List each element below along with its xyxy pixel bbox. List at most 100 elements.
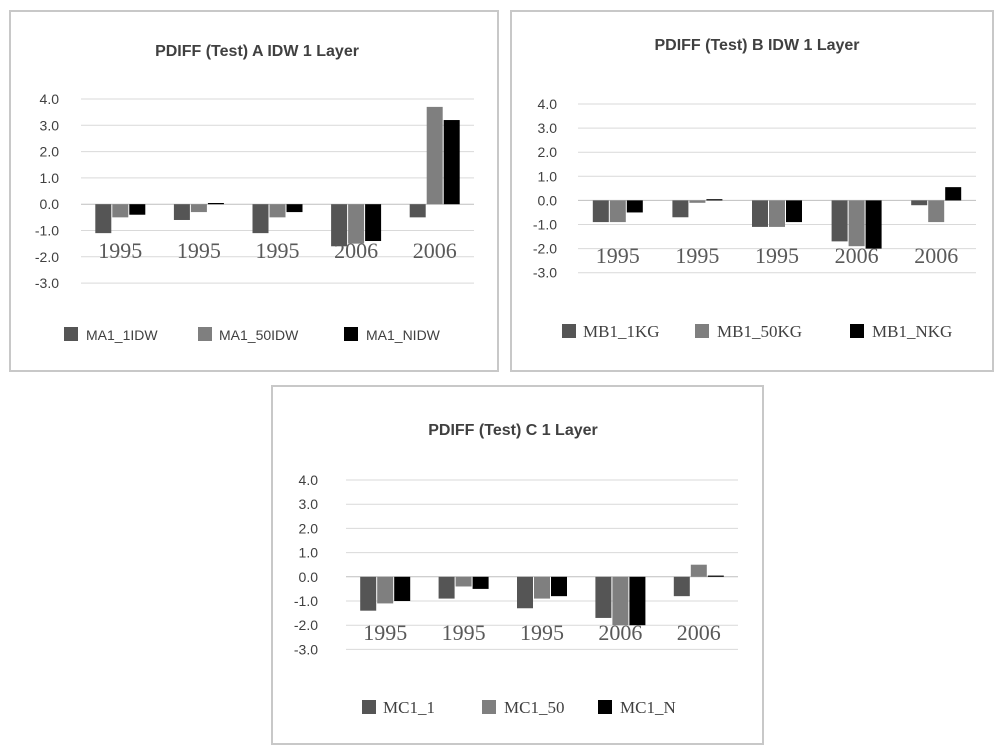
chart-c-bar [394, 576, 411, 601]
chart-c-bar [707, 575, 724, 577]
chart-b-bar [928, 200, 945, 223]
chart-a-x-tick: 1995 [98, 238, 142, 263]
chart-a-y-tick: -2.0 [35, 249, 59, 265]
chart-a-y-tick: 0.0 [40, 196, 60, 212]
chart-b-legend-label: MB1_1KG [583, 322, 660, 341]
chart-a-x-tick: 2006 [334, 238, 378, 263]
chart-b-y-tick: 3.0 [538, 120, 558, 136]
chart-c-bar [472, 576, 489, 589]
chart-a-x-tick: 2006 [413, 238, 457, 263]
chart-a-bar [173, 204, 190, 220]
chart-c-legend-label: MC1_1 [383, 698, 435, 717]
chart-b-bar [706, 199, 723, 201]
chart-c-y-tick: -3.0 [294, 641, 318, 657]
chart-a-y-tick: 2.0 [40, 144, 60, 160]
chart-a-y-tick: -1.0 [35, 223, 59, 239]
chart-c-legend-swatch [362, 700, 376, 714]
chart-b-bar [831, 200, 848, 242]
chart-b-bar [592, 200, 609, 223]
chart-b-bar [689, 200, 706, 203]
chart-b-legend-swatch [850, 324, 864, 338]
chart-c-bar [438, 576, 455, 599]
chart-b-bar [769, 200, 785, 227]
chart-c-y-tick: -2.0 [294, 617, 318, 633]
chart-b-y-tick: 1.0 [538, 168, 558, 184]
chart-c-x-tick: 2006 [677, 620, 721, 645]
chart-b-x-tick: 1995 [596, 243, 640, 268]
chart-b-y-tick: 0.0 [538, 192, 558, 208]
chart-c-legend-swatch [482, 700, 496, 714]
chart-c-legend-label: MC1_50 [504, 698, 564, 717]
chart-b-bar [752, 200, 768, 227]
chart-a-svg: PDIFF (Test) A IDW 1 Layer 4.0 3.0 2.0 1.0 0.… [35, 43, 474, 343]
chart-c-svg: PDIFF (Test) C 1 Layer 4.0 3.0 2.0 1.0 0.0 -1.… [294, 422, 738, 717]
chart-c-x-tick: 1995 [520, 620, 564, 645]
chart-c-legend-label: MC1_N [620, 698, 676, 717]
chart-b-bar [626, 200, 643, 213]
chart-c-x-tick: 2006 [598, 620, 642, 645]
chart-b-title: PDIFF (Test) B IDW 1 Layer [654, 37, 859, 54]
chart-c-x-tick: 1995 [442, 620, 486, 645]
chart-c-bar [517, 576, 533, 609]
chart-a-x-tick: 1995 [177, 238, 221, 263]
chart-c-bar [534, 576, 550, 599]
chart-b-x-tick: 2006 [835, 243, 879, 268]
chart-c-y-tick: 3.0 [299, 496, 319, 512]
chart-b-x-tick: 1995 [675, 243, 719, 268]
chart-a-bar [269, 204, 286, 218]
chart-a-legend-label: MA1_NIDW [366, 327, 441, 343]
chart-a-legend-swatch [198, 327, 212, 341]
chart-b-legend-swatch [695, 324, 709, 338]
chart-b-legend-label: MB1_NKG [872, 322, 952, 341]
chart-c-y-tick: 4.0 [299, 472, 319, 488]
chart-a-y-tick: -3.0 [35, 275, 59, 291]
chart-b-legend-swatch [562, 324, 576, 338]
chart-b-x-tick: 1995 [755, 243, 799, 268]
chart-c-bar [377, 576, 394, 604]
chart-c-x-tick: 1995 [363, 620, 407, 645]
chart-a-bar [286, 204, 303, 213]
chart-c-y-tick: -1.0 [294, 593, 318, 609]
chart-c-y-tick: 0.0 [299, 569, 319, 585]
chart-c-bar [629, 576, 646, 626]
chart-b-y-tick: -2.0 [533, 241, 557, 257]
chart-a-bar [426, 106, 443, 205]
chart-a-bar [95, 204, 112, 234]
chart-a-legend-label: MA1_50IDW [219, 327, 299, 343]
chart-a-bar [252, 204, 269, 234]
chart-c-bar [595, 576, 612, 618]
chart-panel-c: PDIFF (Test) C 1 Layer 4.0 3.0 2.0 1.0 0.0 -1.… [271, 385, 764, 745]
chart-c-y-tick: 2.0 [299, 520, 319, 536]
chart-a-y-tick: 1.0 [40, 170, 60, 186]
chart-a-bar [409, 204, 426, 218]
chart-b-y-tick: 4.0 [538, 96, 558, 112]
chart-a-bar [348, 204, 365, 244]
chart-a-bar [443, 120, 460, 205]
chart-a-y-tick: 4.0 [40, 91, 60, 107]
chart-c-bar [690, 564, 707, 577]
chart-b-bar [911, 200, 928, 206]
chart-b-bar [865, 200, 882, 249]
chart-panel-b: PDIFF (Test) B IDW 1 Layer 4.0 3.0 2.0 1.0 0.… [510, 10, 994, 372]
chart-b-y-tick: 2.0 [538, 144, 558, 160]
chart-a-legend-swatch [64, 327, 78, 341]
chart-b-y-tick: -1.0 [533, 217, 557, 233]
chart-a-y-tick: 3.0 [40, 117, 60, 133]
chart-b-bar [848, 200, 865, 247]
chart-a-bar [190, 204, 207, 213]
chart-a-bar [207, 203, 224, 205]
chart-c-title: PDIFF (Test) C 1 Layer [428, 422, 598, 439]
chart-a-bar [129, 204, 146, 215]
chart-b-legend-label: MB1_50KG [717, 322, 802, 341]
chart-a-bar [112, 204, 129, 218]
chart-a-legend-swatch [344, 327, 358, 341]
chart-a-title: PDIFF (Test) A IDW 1 Layer [155, 43, 359, 60]
chart-panel-a: PDIFF (Test) A IDW 1 Layer 4.0 3.0 2.0 1.0 0.… [9, 10, 499, 372]
chart-a-legend-label: MA1_1IDW [86, 327, 158, 343]
chart-b-bar [609, 200, 626, 223]
chart-c-legend-swatch [598, 700, 612, 714]
chart-b-bar [672, 200, 689, 218]
chart-b-bar [786, 200, 802, 223]
chart-c-bar [673, 576, 690, 597]
chart-a-x-tick: 1995 [256, 238, 300, 263]
